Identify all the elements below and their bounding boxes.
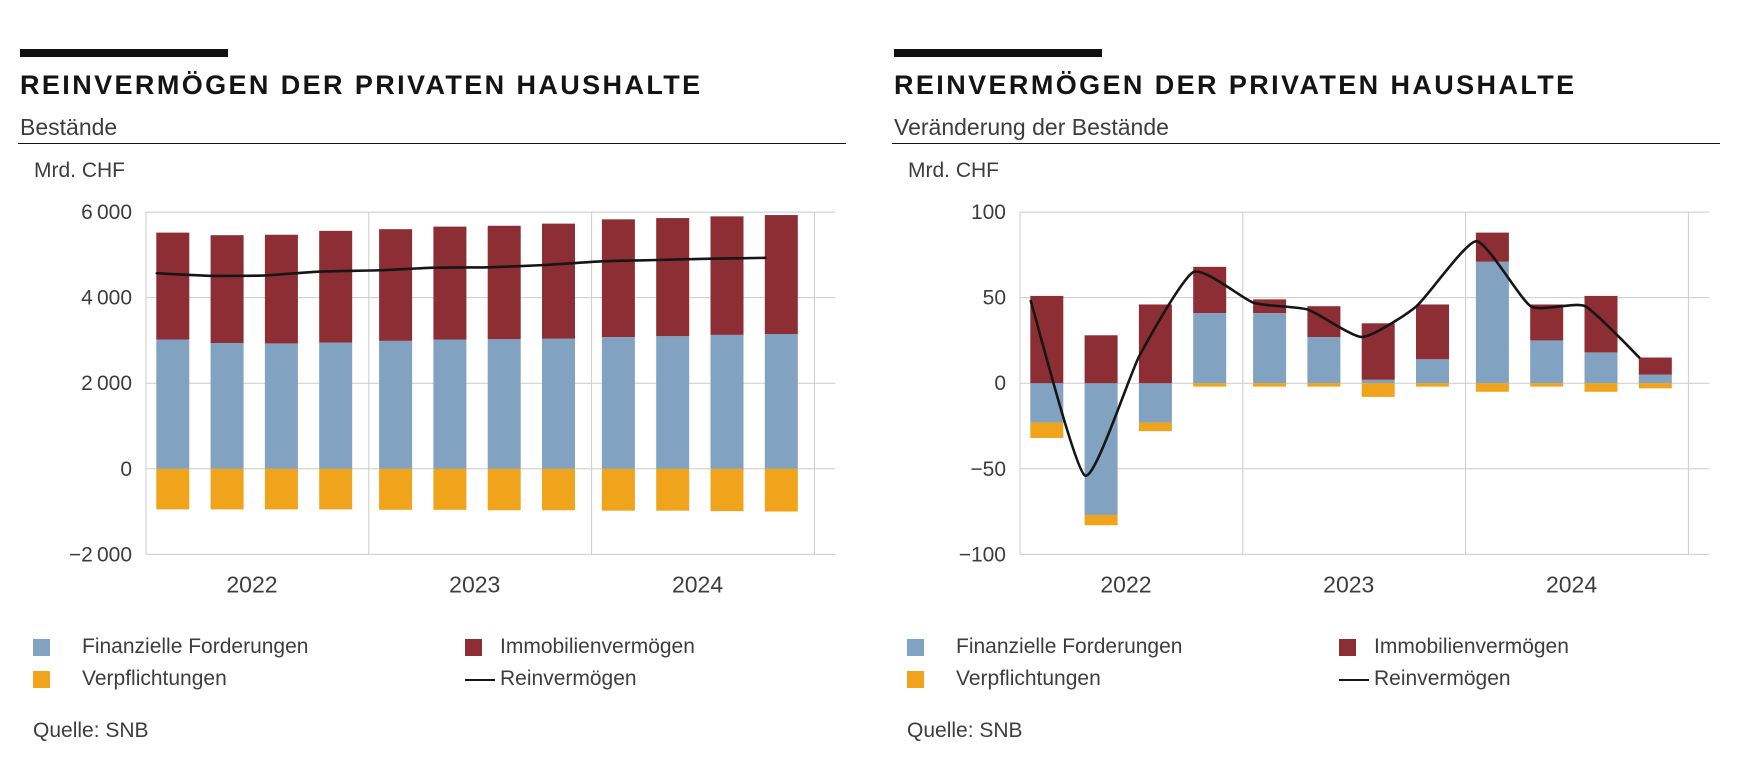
- svg-text:2024: 2024: [1546, 571, 1597, 597]
- svg-text:6 000: 6 000: [81, 201, 132, 224]
- svg-text:4 000: 4 000: [81, 287, 132, 310]
- svg-text:2 000: 2 000: [81, 372, 132, 395]
- svg-text:2023: 2023: [449, 571, 500, 597]
- svg-text:0: 0: [120, 458, 132, 481]
- svg-text:−100: −100: [959, 543, 1006, 566]
- svg-text:100: 100: [971, 201, 1006, 224]
- svg-text:−50: −50: [970, 458, 1006, 481]
- svg-text:0: 0: [994, 372, 1006, 395]
- svg-text:2022: 2022: [1100, 571, 1151, 597]
- svg-text:2022: 2022: [226, 571, 277, 597]
- svg-text:50: 50: [983, 287, 1006, 310]
- svg-text:2023: 2023: [1323, 571, 1374, 597]
- svg-text:−2 000: −2 000: [69, 543, 132, 566]
- svg-text:2024: 2024: [672, 571, 723, 597]
